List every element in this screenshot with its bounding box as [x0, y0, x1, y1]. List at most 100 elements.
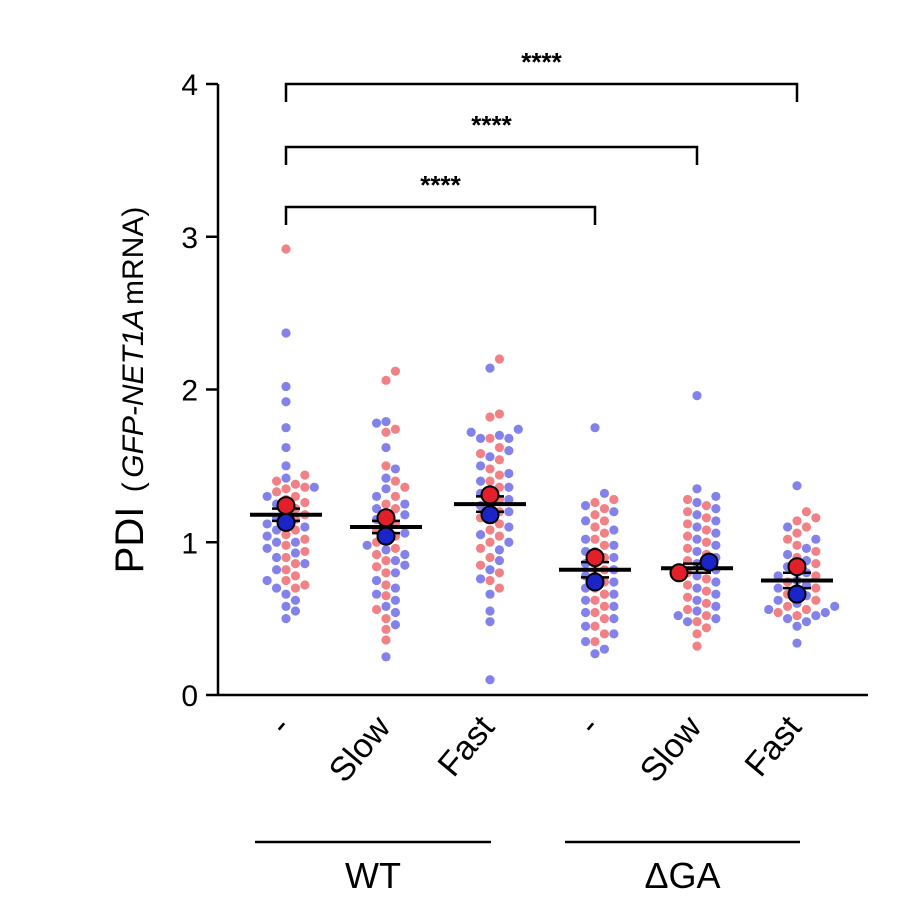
- data-point-rep1: [290, 491, 301, 502]
- data-point-rep1: [692, 629, 702, 639]
- data-point-rep1: [381, 375, 391, 385]
- data-point-rep1: [381, 635, 391, 645]
- data-point-rep1: [811, 571, 821, 581]
- data-point-rep2: [609, 552, 619, 563]
- data-point-rep2: [692, 391, 702, 401]
- data-point-rep2: [773, 595, 783, 605]
- data-point-rep1: [381, 614, 391, 624]
- data-point-rep2: [692, 510, 702, 520]
- data-point-rep2: [773, 583, 783, 593]
- data-point-rep1: [792, 516, 802, 526]
- data-point-rep2: [682, 617, 693, 627]
- data-point-rep2: [362, 540, 372, 550]
- data-point-rep2: [580, 595, 591, 605]
- data-point-rep2: [792, 638, 802, 648]
- data-point-rep2: [711, 577, 721, 587]
- data-point-rep2: [400, 499, 410, 509]
- data-point-rep2: [609, 589, 619, 599]
- data-point-rep1: [475, 560, 486, 570]
- data-point-rep2: [580, 516, 591, 526]
- y-axis-label-suffix: mRNA): [117, 207, 150, 305]
- data-point-rep2: [371, 504, 382, 514]
- data-point-rep1: [494, 583, 505, 593]
- data-point-rep2: [692, 534, 702, 544]
- data-point-rep2: [782, 614, 793, 624]
- data-point-rep2: [504, 446, 514, 456]
- data-point-rep1: [782, 601, 793, 612]
- replicate-1-mean-dot: [585, 548, 605, 568]
- data-point-rep2: [271, 583, 282, 593]
- data-point-rep1: [692, 641, 702, 651]
- data-point-rep1: [811, 595, 821, 605]
- data-point-rep1: [271, 476, 282, 486]
- data-point-rep1: [682, 494, 693, 505]
- data-point-rep1: [300, 534, 310, 544]
- data-point-rep1: [494, 470, 505, 480]
- data-point-rep1: [682, 592, 693, 602]
- data-point-rep1: [599, 528, 610, 538]
- data-point-rep2: [371, 418, 382, 428]
- data-point-rep1: [281, 575, 291, 586]
- data-point-rep2: [801, 617, 812, 627]
- significance-label: ****: [420, 170, 461, 200]
- y-axis-label: PDI ( GFP-NET1A mRNA): [108, 207, 152, 574]
- x-tick-label: Fast: [738, 708, 810, 784]
- data-point-rep1: [590, 510, 600, 520]
- data-point-rep2: [801, 543, 812, 553]
- data-points: [262, 244, 840, 685]
- data-point-rep2: [271, 537, 282, 547]
- data-point-rep1: [281, 530, 291, 540]
- data-point-rep1: [271, 487, 282, 497]
- data-point-rep2: [692, 595, 702, 605]
- data-point-rep1: [485, 476, 495, 486]
- data-point-rep2: [281, 589, 291, 599]
- data-point-rep2: [381, 473, 391, 483]
- data-point-rep1: [290, 479, 301, 489]
- group-labels: WT ΔGA: [255, 840, 800, 896]
- data-point-rep2: [390, 607, 401, 618]
- data-point-rep1: [701, 537, 712, 547]
- data-point-rep2: [711, 589, 721, 599]
- data-point-rep2: [609, 540, 619, 550]
- data-point-rep2: [792, 481, 802, 491]
- data-point-rep1: [599, 589, 610, 599]
- data-point-rep2: [692, 497, 702, 508]
- data-point-rep2: [281, 397, 291, 407]
- replicate-1-mean-dot: [669, 563, 689, 583]
- data-point-rep1: [485, 412, 495, 422]
- data-point-rep1: [494, 568, 505, 578]
- data-point-rep1: [701, 500, 712, 511]
- data-point-rep2: [692, 484, 702, 494]
- data-point-rep1: [300, 470, 310, 480]
- data-point-rep1: [599, 629, 610, 639]
- data-point-rep1: [701, 610, 712, 621]
- y-tick-label: 2: [181, 375, 198, 408]
- data-point-rep1: [801, 522, 812, 532]
- replicate-2-mean-dot: [376, 526, 396, 546]
- data-point-rep1: [682, 604, 693, 615]
- data-point-rep2: [485, 675, 495, 685]
- data-point-rep2: [580, 636, 591, 647]
- y-axis-label-main: PDI: [108, 507, 152, 574]
- data-point-rep1: [701, 623, 712, 633]
- data-point-rep2: [609, 614, 619, 624]
- data-point-rep2: [485, 452, 495, 462]
- data-point-rep1: [390, 543, 401, 553]
- data-point-rep2: [390, 568, 401, 578]
- y-axis-label-open: (: [117, 482, 150, 492]
- data-point-rep2: [262, 543, 272, 553]
- data-point-rep2: [281, 614, 291, 624]
- data-point-rep2: [504, 494, 514, 505]
- data-point-rep2: [400, 510, 410, 520]
- data-point-rep2: [609, 525, 619, 535]
- data-point-rep2: [475, 433, 486, 443]
- y-tick-label: 1: [181, 527, 198, 560]
- data-point-rep2: [271, 565, 282, 575]
- data-point-rep2: [262, 575, 272, 586]
- significance-label: ****: [471, 110, 512, 140]
- data-point-rep1: [599, 614, 610, 624]
- data-point-rep1: [801, 604, 812, 615]
- data-point-rep2: [711, 516, 721, 526]
- data-point-rep2: [494, 430, 505, 440]
